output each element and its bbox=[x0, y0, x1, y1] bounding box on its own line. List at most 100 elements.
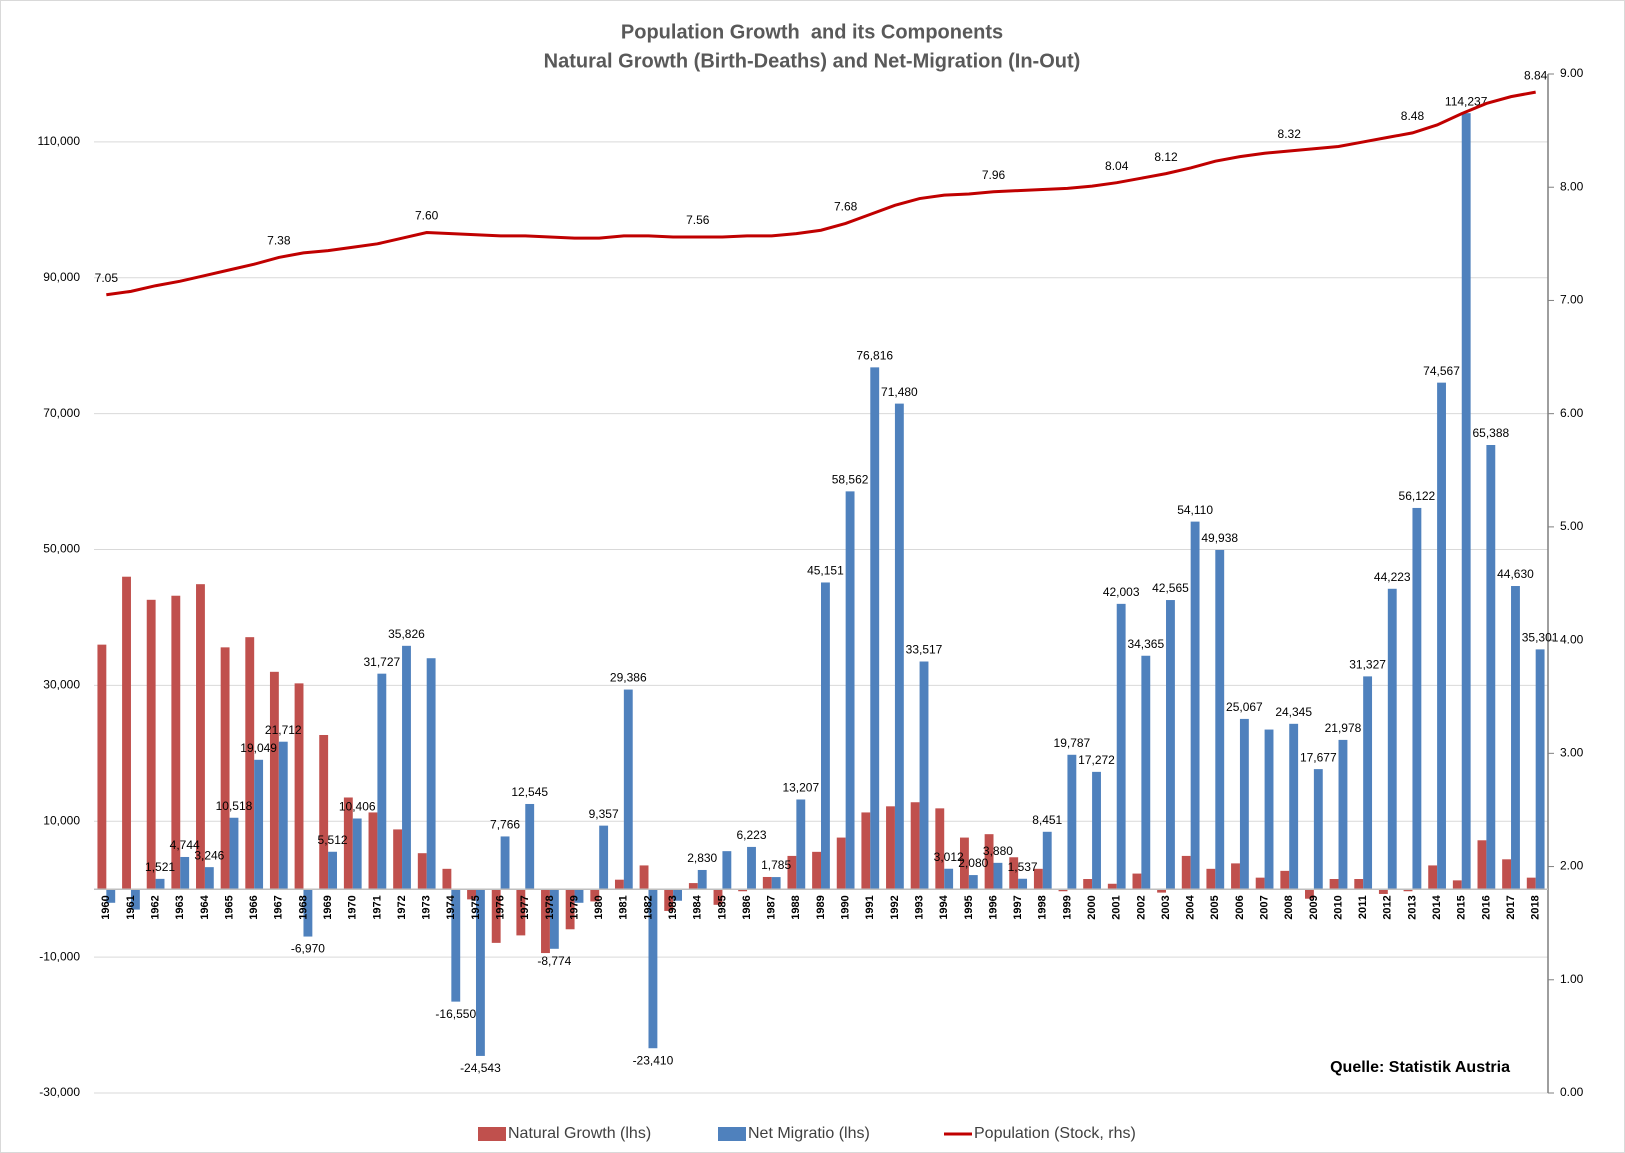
chart-title: Population Growth and its Components bbox=[621, 21, 1003, 43]
bar bbox=[343, 797, 353, 890]
y2-tick-label: 7.00 bbox=[1560, 293, 1584, 307]
x-tick-label: 1997 bbox=[1012, 895, 1024, 919]
data-label: 8.12 bbox=[1154, 150, 1178, 164]
bar bbox=[959, 837, 969, 890]
bar bbox=[122, 576, 131, 890]
y-tick-label: 110,000 bbox=[38, 134, 81, 148]
bar bbox=[1083, 879, 1093, 890]
bar bbox=[614, 879, 624, 890]
bar bbox=[845, 491, 855, 890]
bar bbox=[713, 889, 723, 905]
data-label: 7.60 bbox=[415, 209, 439, 223]
x-tick-label: 1961 bbox=[125, 895, 137, 919]
data-label: 8.84 bbox=[1524, 68, 1548, 82]
x-tick-label: 1966 bbox=[248, 895, 260, 919]
bar bbox=[722, 851, 732, 890]
x-tick-label: 1995 bbox=[963, 895, 975, 919]
x-tick-label: 1999 bbox=[1061, 895, 1073, 919]
data-label: 35,301 bbox=[1522, 631, 1559, 645]
data-label: 10,518 bbox=[216, 799, 253, 813]
x-tick-label: 1981 bbox=[618, 895, 630, 919]
bar bbox=[1264, 729, 1274, 890]
bar bbox=[1255, 877, 1265, 890]
bar bbox=[220, 647, 230, 890]
data-label: 13,207 bbox=[782, 781, 819, 795]
bar bbox=[861, 812, 871, 890]
data-label: -24,543 bbox=[460, 1061, 501, 1075]
bar bbox=[467, 889, 476, 900]
y2-tick-label: 6.00 bbox=[1560, 406, 1584, 420]
x-tick-label: 1960 bbox=[100, 895, 112, 919]
bar bbox=[1215, 549, 1225, 890]
bar bbox=[1387, 588, 1397, 890]
bar bbox=[1033, 868, 1043, 890]
bar bbox=[1018, 878, 1028, 890]
bar bbox=[328, 851, 337, 890]
bar bbox=[426, 658, 436, 890]
x-tick-label: 2016 bbox=[1480, 895, 1492, 919]
data-label: -8,774 bbox=[537, 954, 571, 968]
y2-tick-label: 5.00 bbox=[1560, 519, 1584, 533]
x-tick-label: 2012 bbox=[1382, 895, 1394, 919]
legend-swatch bbox=[478, 1127, 506, 1141]
bar bbox=[106, 889, 116, 903]
data-label: 42,003 bbox=[1103, 585, 1140, 599]
data-label: 114,237 bbox=[1445, 94, 1488, 108]
bar bbox=[1428, 865, 1438, 890]
data-label: 3,880 bbox=[983, 844, 1013, 858]
data-label: 76,816 bbox=[856, 349, 893, 363]
x-tick-label: 1963 bbox=[174, 895, 186, 919]
y-tick-label: 30,000 bbox=[43, 678, 80, 692]
bar bbox=[1058, 889, 1068, 892]
bar bbox=[303, 889, 313, 937]
x-tick-label: 2015 bbox=[1456, 895, 1468, 919]
bar bbox=[1092, 771, 1101, 890]
bar bbox=[180, 856, 190, 890]
legend-label: Population (Stock, rhs) bbox=[974, 1125, 1136, 1142]
data-label: -6,970 bbox=[291, 942, 325, 956]
data-label: 17,272 bbox=[1078, 753, 1115, 767]
bar bbox=[1231, 863, 1240, 890]
bar bbox=[762, 876, 772, 890]
bar bbox=[639, 865, 649, 890]
bar bbox=[1116, 603, 1126, 890]
bar bbox=[1403, 889, 1413, 892]
data-label: 7.68 bbox=[834, 200, 858, 214]
bar bbox=[475, 889, 485, 1056]
data-label: 1,785 bbox=[761, 858, 791, 872]
y2-tick-label: 8.00 bbox=[1560, 179, 1584, 193]
x-tick-label: 1970 bbox=[347, 895, 359, 919]
bar bbox=[894, 403, 904, 890]
data-label: 19,787 bbox=[1054, 736, 1091, 750]
annotation: Quelle: Statistik Austria bbox=[1330, 1059, 1510, 1076]
legend-label: Net Migratio (lhs) bbox=[748, 1125, 870, 1142]
bar bbox=[1502, 859, 1512, 890]
x-tick-label: 1990 bbox=[840, 895, 852, 919]
bar bbox=[1329, 879, 1339, 890]
x-tick-label: 2010 bbox=[1332, 895, 1344, 919]
data-label: 4,744 bbox=[170, 838, 200, 852]
x-tick-label: 2013 bbox=[1406, 895, 1418, 919]
x-tick-label: 1979 bbox=[568, 895, 580, 919]
y-tick-label: -10,000 bbox=[39, 949, 80, 963]
data-label: 49,938 bbox=[1201, 531, 1238, 545]
bar bbox=[1363, 676, 1373, 890]
data-label: 21,978 bbox=[1325, 721, 1362, 735]
bar bbox=[130, 889, 140, 910]
data-label: 34,365 bbox=[1127, 637, 1164, 651]
bar bbox=[491, 889, 501, 943]
data-label: 1,521 bbox=[145, 860, 175, 874]
data-label: -16,550 bbox=[435, 1007, 476, 1021]
bar bbox=[155, 878, 165, 890]
data-label: 7.56 bbox=[686, 213, 710, 227]
x-tick-label: 2003 bbox=[1160, 895, 1172, 919]
x-tick-label: 1988 bbox=[790, 895, 802, 919]
x-tick-label: 2006 bbox=[1234, 895, 1246, 919]
y2-tick-label: 0.00 bbox=[1560, 1085, 1584, 1099]
data-label: 54,110 bbox=[1177, 503, 1213, 517]
bar bbox=[402, 645, 411, 890]
bar bbox=[229, 817, 239, 890]
bar bbox=[1190, 521, 1200, 890]
data-label: 42,565 bbox=[1152, 581, 1189, 595]
